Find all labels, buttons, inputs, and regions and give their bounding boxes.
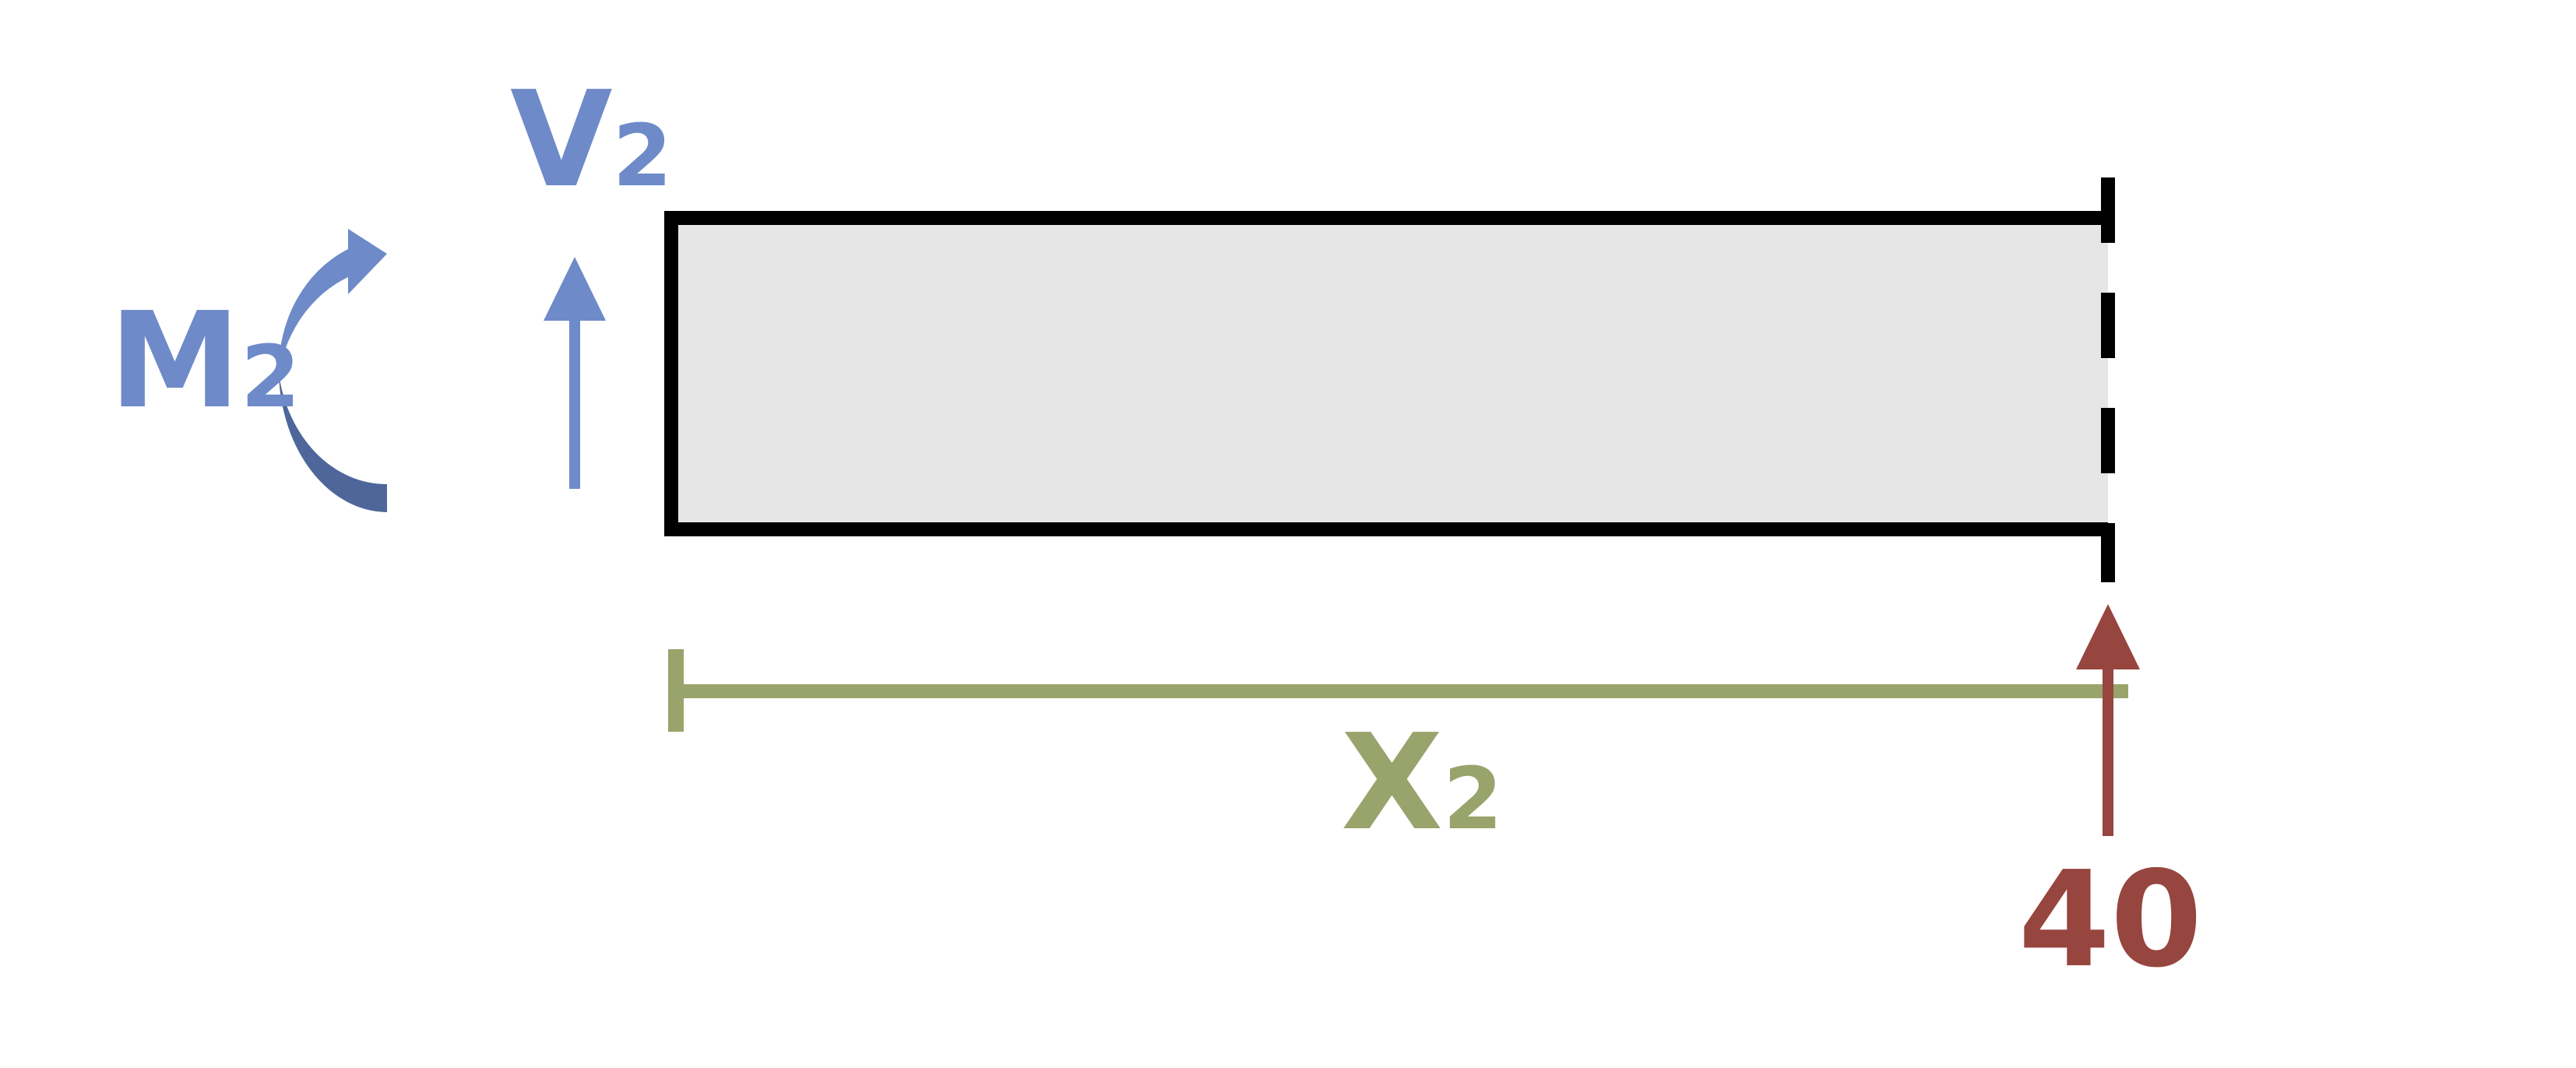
moment-arc-upper: [278, 249, 348, 374]
shear-arrow-shaft: [569, 318, 580, 489]
moment-label-main: M: [109, 284, 241, 438]
shear-label: V2: [510, 63, 672, 217]
load-value-label: 40: [2018, 843, 2203, 997]
moment-label: M2: [109, 284, 301, 438]
load-arrow-icon: [2076, 604, 2140, 836]
moment-arrowhead: [348, 229, 387, 294]
length-label: X2: [1341, 706, 1503, 860]
moment-label-subscript: 2: [241, 327, 301, 427]
load-arrow-shaft: [2103, 663, 2113, 836]
shear-arrowhead: [544, 257, 606, 321]
dimension-line: [668, 684, 2128, 698]
length-dimension-icon: [668, 649, 2128, 732]
shear-arrow-icon: [544, 257, 606, 489]
moment-arc-lower: [279, 374, 387, 512]
beam-segment: [664, 177, 2115, 582]
moment-arrow-icon: [278, 229, 387, 512]
load-arrowhead: [2076, 604, 2140, 669]
beam-outline: [664, 211, 2108, 536]
length-label-subscript: 2: [1443, 749, 1503, 848]
shear-label-subscript: 2: [613, 106, 673, 206]
beam-body: [671, 218, 2108, 529]
shear-label-main: V: [510, 63, 613, 217]
length-label-main: X: [1341, 706, 1443, 860]
